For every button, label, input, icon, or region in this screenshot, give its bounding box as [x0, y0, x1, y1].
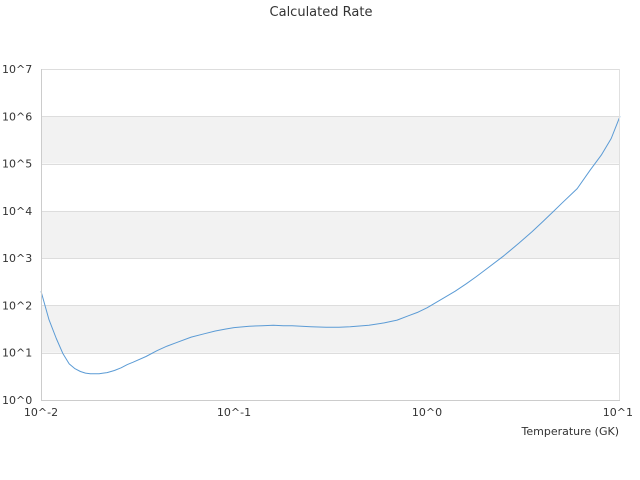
series-line-0 — [40, 116, 621, 375]
y-tick-label: 10^5 — [2, 158, 32, 171]
y-tick-label: 10^1 — [2, 347, 32, 360]
y-tick-labels: 10^0 10^1 10^2 10^3 10^4 10^5 10^6 10^7 — [2, 63, 32, 407]
grid-band — [41, 116, 620, 164]
x-tick-labels: 10^-2 10^-1 10^0 10^1 — [24, 406, 633, 419]
x-tick-label: 10^1 — [603, 406, 633, 419]
x-axis-label: Temperature (GK) — [521, 425, 620, 438]
grid-band — [41, 352, 620, 400]
grid-bands — [41, 69, 620, 400]
grid-lines — [41, 69, 620, 401]
series-layer — [40, 116, 621, 375]
y-tick-label: 10^4 — [2, 205, 32, 218]
grid-band — [41, 305, 620, 353]
y-tick-label: 10^2 — [2, 299, 32, 312]
y-tick-label: 10^6 — [2, 110, 32, 123]
grid-band — [41, 258, 620, 306]
y-tick-label: 10^0 — [2, 394, 32, 407]
x-tick-label: 10^0 — [412, 406, 442, 419]
x-tick-label: 10^-1 — [217, 406, 251, 419]
axes — [41, 69, 620, 401]
chart-title: Calculated Rate — [270, 5, 373, 20]
grid-band — [41, 69, 620, 117]
y-tick-label: 10^7 — [2, 63, 32, 76]
grid-band — [41, 210, 620, 259]
x-tick-label: 10^-2 — [24, 406, 58, 419]
y-tick-label: 10^3 — [2, 252, 32, 265]
grid-band — [41, 163, 620, 211]
